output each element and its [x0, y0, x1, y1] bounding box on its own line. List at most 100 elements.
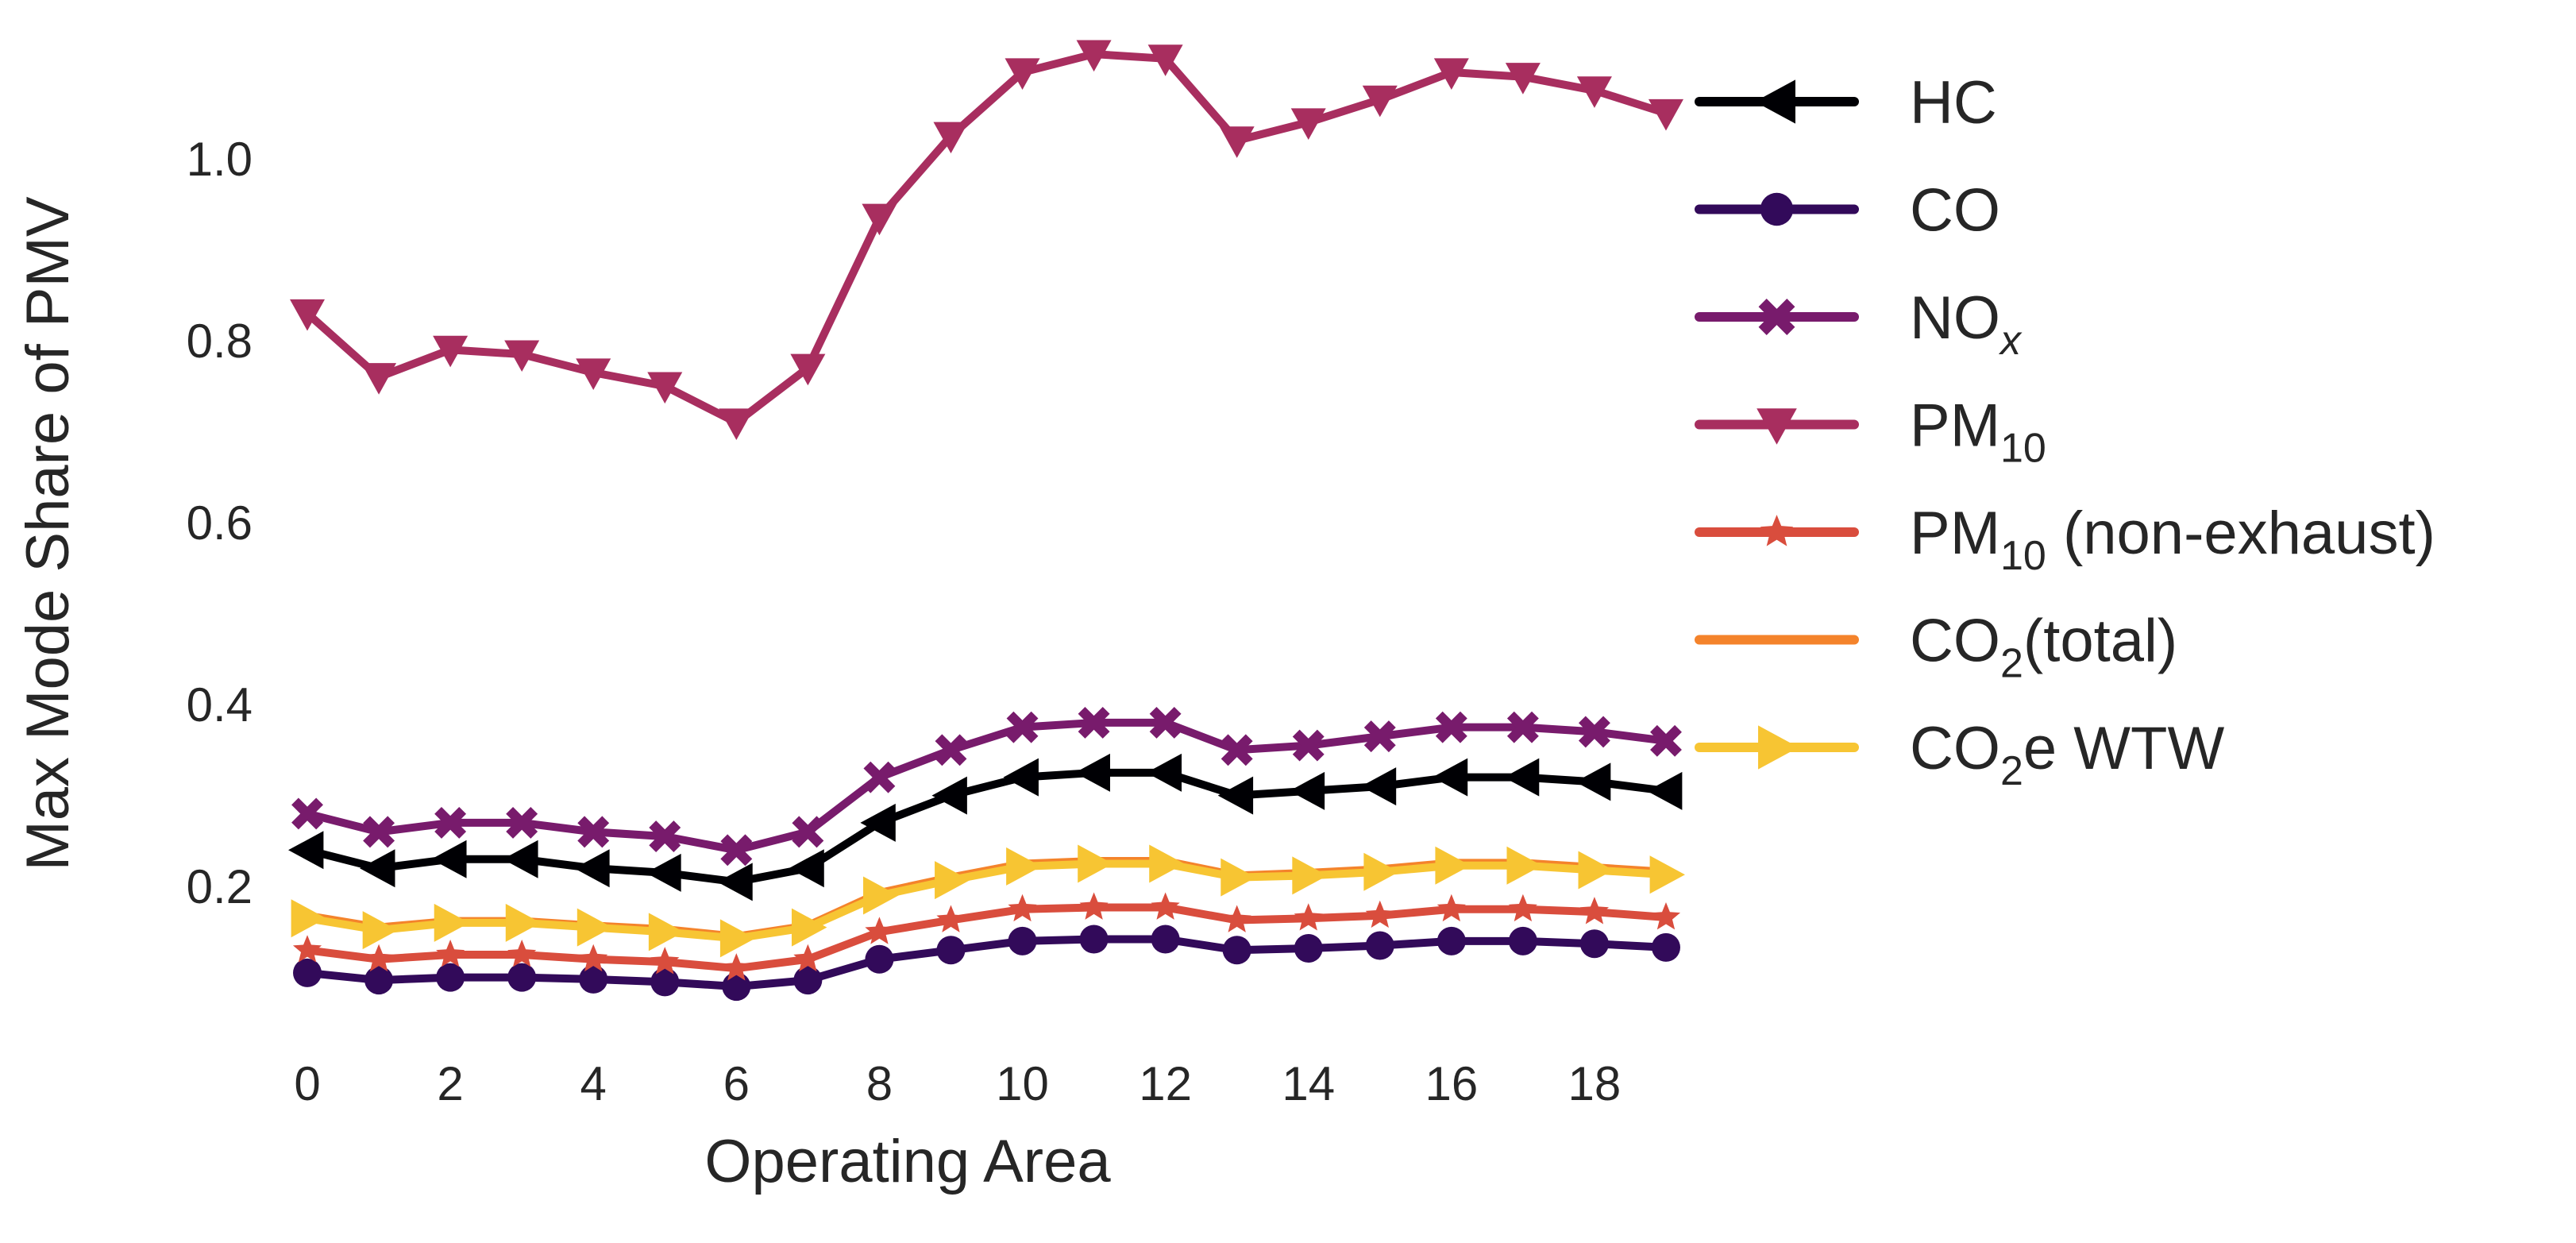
data-point: [1074, 753, 1110, 792]
x-tick-label: 6: [723, 1057, 750, 1110]
data-point: [1506, 846, 1542, 885]
data-point: [434, 806, 467, 839]
x-tick-label: 12: [1139, 1057, 1192, 1110]
data-point: [1435, 711, 1467, 743]
data-point: [577, 816, 610, 848]
data-point: [1648, 98, 1683, 131]
data-point: [791, 908, 827, 947]
data-point: [364, 966, 394, 995]
data-point: [1221, 858, 1256, 897]
data-point: [290, 299, 326, 331]
legend-label: CO: [1910, 177, 2000, 245]
legend-marker: [1760, 192, 1794, 226]
data-point: [1149, 844, 1185, 883]
data-point: [719, 408, 754, 440]
data-point: [1651, 902, 1681, 930]
x-tick-label: 4: [580, 1057, 607, 1110]
data-point: [1008, 926, 1037, 955]
data-point: [507, 940, 537, 967]
x-tick-label: 14: [1282, 1057, 1335, 1110]
data-point: [363, 816, 395, 848]
y-tick-label: 0.6: [187, 496, 253, 550]
data-point: [364, 944, 394, 972]
data-point: [1363, 852, 1399, 891]
data-point: [936, 905, 966, 932]
y-axis-label: Max Mode Share of PMV: [14, 196, 82, 870]
series-line-pm10: [303, 50, 1670, 427]
data-point: [1503, 758, 1540, 797]
data-point: [792, 816, 824, 848]
series-line-nox: [303, 718, 1670, 855]
data-point: [1222, 905, 1251, 932]
legend-label: HC: [1910, 69, 1997, 137]
data-point: [1294, 933, 1323, 963]
data-point: [1221, 734, 1253, 766]
data-point: [1222, 936, 1251, 965]
data-point: [1151, 925, 1180, 954]
data-point: [292, 935, 322, 963]
data-point: [1289, 771, 1325, 810]
legend-marker: [1758, 725, 1799, 770]
data-point: [1005, 58, 1040, 90]
series-line-pm10-non-exhaust-: [303, 903, 1670, 973]
legend-label: CO2(total): [1910, 608, 2177, 687]
data-point: [1508, 894, 1537, 922]
legend: HC CO NOx PM10 PM10 (non-exhaust) CO2(total) C…: [1695, 69, 2435, 794]
x-axis-ticks: 0 2 4 6 8 10 12 14 16 18: [294, 1057, 1621, 1110]
data-point: [288, 831, 324, 870]
data-point: [1435, 846, 1471, 885]
x-tick-label: 8: [866, 1057, 893, 1110]
data-point: [1147, 44, 1183, 76]
data-point: [1649, 855, 1685, 894]
data-point: [1079, 925, 1109, 954]
data-point: [576, 358, 611, 390]
data-point: [293, 958, 322, 987]
data-point: [504, 340, 540, 373]
data-point: [1436, 926, 1466, 955]
data-point: [1508, 926, 1537, 955]
data-point: [1362, 85, 1398, 118]
data-point: [1290, 108, 1326, 140]
x-tick-label: 16: [1425, 1057, 1478, 1110]
data-point: [722, 972, 751, 1002]
data-point: [860, 803, 896, 842]
data-point: [1217, 776, 1254, 815]
data-point: [650, 947, 680, 975]
legend-label: NOx: [1910, 284, 2023, 364]
data-point: [1151, 892, 1180, 920]
legend-item: HC: [1695, 69, 1997, 137]
data-point: [1003, 758, 1039, 797]
data-point: [1365, 900, 1394, 928]
data-point: [936, 936, 966, 965]
data-point: [1432, 758, 1468, 797]
data-point: [648, 913, 684, 952]
data-point: [1578, 851, 1614, 890]
data-point: [1363, 720, 1396, 753]
data-point: [935, 861, 970, 900]
data-point: [1506, 711, 1539, 743]
data-point: [1146, 753, 1182, 792]
data-point: [793, 966, 823, 995]
data-point: [1579, 897, 1610, 925]
data-point: [1365, 931, 1394, 960]
data-point: [935, 734, 967, 766]
data-point: [579, 944, 608, 972]
legend-item: NOx: [1695, 284, 2023, 364]
y-tick-label: 0.8: [187, 315, 253, 368]
x-axis-label: Operating Area: [704, 1128, 1111, 1195]
data-point: [436, 963, 465, 992]
legend-label: PM10: [1910, 392, 2046, 472]
data-point: [717, 863, 753, 901]
data-point: [1219, 126, 1255, 158]
data-point: [361, 363, 397, 395]
data-point: [1646, 771, 1683, 810]
data-point: [650, 967, 680, 997]
data-point: [1575, 762, 1611, 801]
data-point: [1008, 894, 1037, 922]
data-point: [1579, 929, 1609, 959]
data-point: [503, 840, 538, 878]
x-tick-label: 0: [294, 1057, 320, 1110]
data-point: [649, 820, 681, 853]
data-point: [505, 903, 542, 942]
